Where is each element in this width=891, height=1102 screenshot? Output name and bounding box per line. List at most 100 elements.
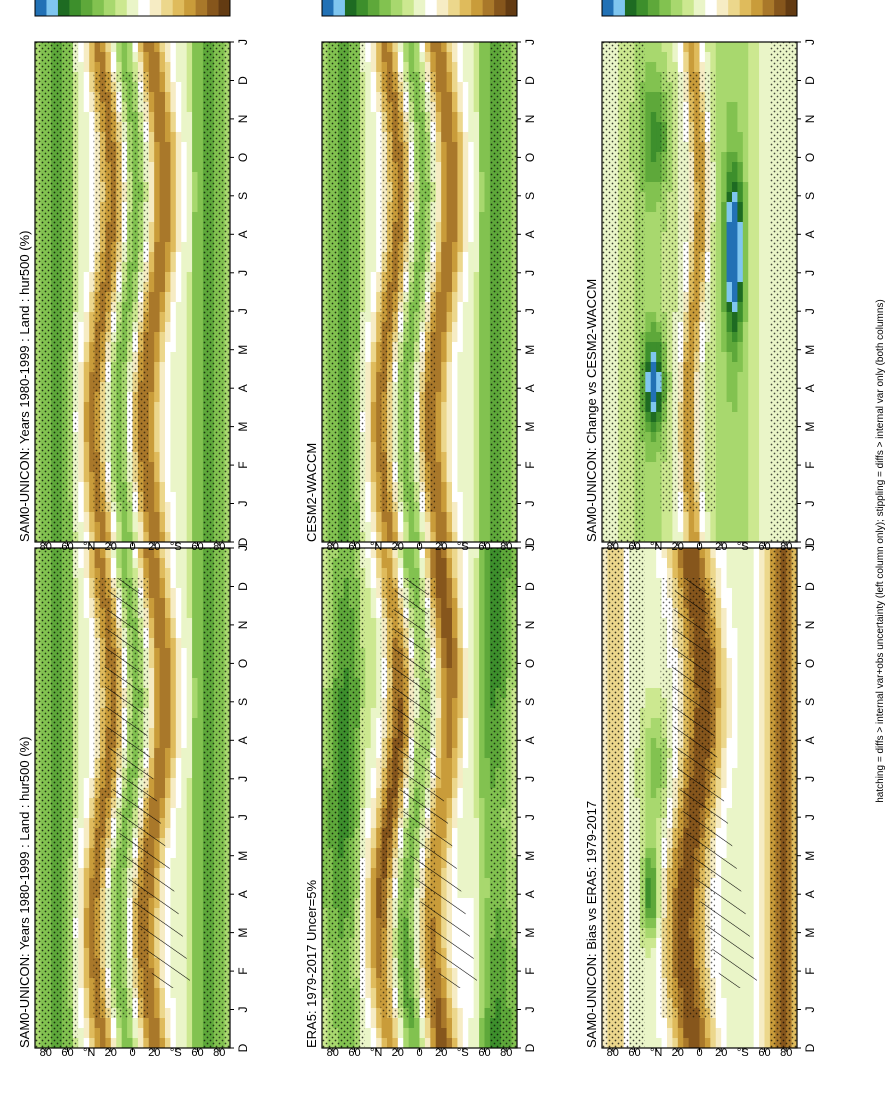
x-tick-label: O — [803, 153, 817, 162]
colorbar-segment — [138, 0, 151, 16]
panel-title: SAM0-UNICON: Years 1980-1999 : Land : hu… — [17, 737, 32, 1048]
lat-tick-label: 20 — [435, 541, 447, 553]
x-tick-label: J — [803, 776, 817, 782]
lat-tick-label: °S — [457, 1047, 469, 1059]
colorbar-segment — [115, 0, 128, 16]
stippling-overlay — [489, 548, 517, 1048]
lat-tick-label: °S — [170, 1047, 182, 1059]
lat-tick-label: 60 — [478, 541, 490, 553]
figure-caption: hatching = diffs > internal var+obs unce… — [875, 299, 886, 803]
x-tick-label: N — [236, 115, 250, 124]
x-tick-label: J — [803, 545, 817, 551]
lat-tick-label: 0 — [129, 541, 135, 553]
colorbar-segment — [402, 0, 415, 16]
x-tick-label: D — [236, 1043, 250, 1052]
lat-tick-label: 20 — [715, 541, 727, 553]
stippling-overlay — [202, 548, 230, 1048]
x-tick-label: A — [523, 736, 537, 744]
lat-tick-label: 80 — [213, 1047, 225, 1059]
x-tick-label: J — [523, 814, 537, 820]
colorbar-segment — [367, 0, 380, 16]
x-tick-label: F — [523, 967, 537, 974]
lat-tick-label: 20 — [105, 541, 117, 553]
x-tick-label: A — [803, 384, 817, 392]
x-tick-label: A — [803, 736, 817, 744]
lat-tick-label: °S — [457, 541, 469, 553]
lat-tick-label: 80 — [40, 1047, 52, 1059]
x-tick-label: A — [803, 230, 817, 238]
stippling-overlay — [769, 42, 797, 542]
lat-tick-label: 80 — [40, 541, 52, 553]
x-tick-label: A — [523, 230, 537, 238]
lat-tick-label: 60 — [628, 1047, 640, 1059]
stippling-overlay — [769, 548, 797, 1048]
colorbar-segment — [647, 0, 660, 16]
colorbar-segment — [762, 0, 775, 16]
colorbar-segment — [425, 0, 438, 16]
x-tick-label: M — [236, 851, 250, 861]
lat-tick-label: °N — [650, 1047, 662, 1059]
x-tick-label: M — [803, 345, 817, 355]
x-tick-label: J — [523, 776, 537, 782]
x-tick-label: D — [803, 537, 817, 546]
x-tick-label: M — [236, 422, 250, 432]
colorbar-segment — [751, 0, 763, 16]
x-tick-label: M — [803, 851, 817, 861]
lat-tick-label: 20 — [148, 1047, 160, 1059]
lat-tick-label: 20 — [148, 541, 160, 553]
lat-tick-label: 60 — [758, 1047, 770, 1059]
lat-tick-label: °N — [83, 541, 95, 553]
colorbar-segment — [103, 0, 116, 16]
colorbar-segment — [57, 0, 70, 16]
panel-p3: ERA5: 1979-2017 Uncer=5% DJFMAMJJASONDJ80… — [304, 479, 537, 1059]
x-tick-label: D — [236, 582, 250, 591]
colorbar: 1201101009080706050403020 — [34, 0, 231, 17]
lat-tick-label: 60 — [191, 541, 203, 553]
x-tick-label: F — [523, 461, 537, 468]
stippling-overlay — [602, 548, 645, 1048]
lat-tick-label: 20 — [392, 541, 404, 553]
x-tick-label: D — [803, 1043, 817, 1052]
lat-tick-label: 60 — [758, 541, 770, 553]
lat-tick-label: 0 — [129, 1047, 135, 1059]
panel-p5: SAM0-UNICON: Bias vs ERA5: 1979-2017 DJFM… — [584, 479, 817, 1059]
colorbar-segment — [413, 0, 426, 16]
lat-tick-label: 60 — [348, 1047, 360, 1059]
colorbar-segment — [494, 0, 506, 16]
lat-tick-label: 60 — [61, 541, 73, 553]
colorbar-segment — [613, 0, 626, 16]
lat-tick-label: 60 — [478, 1047, 490, 1059]
x-tick-label: N — [803, 115, 817, 124]
colorbar-segment — [728, 0, 740, 16]
colorbar-segment — [344, 0, 357, 16]
x-tick-label: D — [236, 76, 250, 85]
hatching-overlay — [391, 578, 478, 988]
lat-tick-label: 80 — [780, 1047, 792, 1059]
lat-tick-label: 60 — [61, 1047, 73, 1059]
stippling-overlay — [660, 72, 716, 512]
colorbar-segment — [46, 0, 59, 16]
colorbar-segment — [436, 0, 449, 16]
x-tick-label: J — [236, 501, 250, 507]
panel-title: SAM0-UNICON: Years 1980-1999 : Land : hu… — [17, 231, 32, 542]
colorbar-segment — [195, 0, 208, 16]
x-tick-label: J — [523, 39, 537, 45]
colorbar-segment — [670, 0, 683, 16]
x-tick-label: S — [523, 192, 537, 200]
x-tick-label: J — [236, 776, 250, 782]
hatching-overlay — [104, 578, 191, 988]
x-tick-label: D — [523, 582, 537, 591]
x-tick-label: O — [236, 153, 250, 162]
x-tick-label: N — [523, 115, 537, 124]
x-tick-label: A — [523, 890, 537, 898]
x-tick-label: D — [803, 76, 817, 85]
x-tick-label: M — [803, 422, 817, 432]
x-tick-label: J — [236, 545, 250, 551]
x-tick-label: O — [236, 659, 250, 668]
colorbar-segment — [774, 0, 786, 16]
x-tick-label: O — [803, 659, 817, 668]
colorbar-segment — [322, 0, 334, 16]
x-tick-label: N — [803, 621, 817, 630]
x-tick-label: J — [803, 270, 817, 276]
